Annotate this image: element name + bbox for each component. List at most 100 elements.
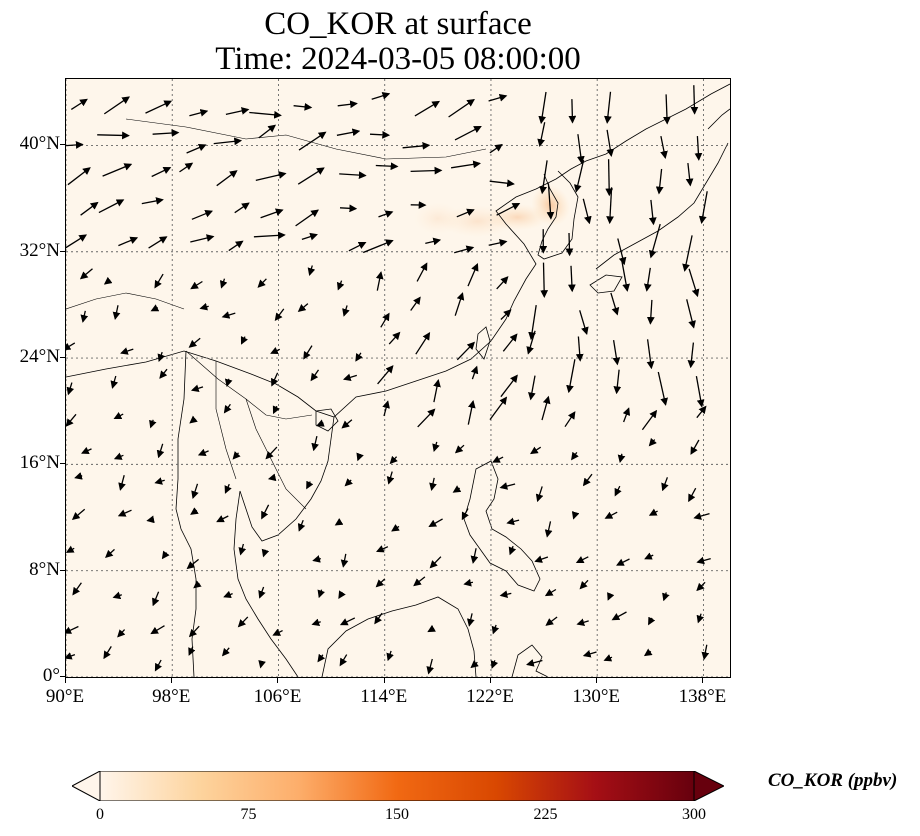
wind-vectors xyxy=(66,85,711,675)
wind-arrow xyxy=(228,240,244,252)
wind-arrow xyxy=(72,582,82,596)
wind-arrow xyxy=(454,245,475,254)
wind-arrow xyxy=(568,99,577,124)
wind-arrow xyxy=(682,235,693,272)
lon-tick-mark xyxy=(702,678,704,683)
co-plume-blob xyxy=(413,202,462,235)
wind-arrow xyxy=(391,523,400,532)
wind-arrow xyxy=(237,616,249,628)
wind-arrow xyxy=(260,208,284,219)
wind-arrow xyxy=(448,98,475,118)
lat-tick-label: 32°N xyxy=(19,239,60,261)
wind-arrow xyxy=(375,162,399,171)
wind-arrow xyxy=(388,331,401,345)
wind-arrow xyxy=(655,168,664,195)
wind-arrow xyxy=(417,408,436,428)
wind-arrow xyxy=(112,305,121,320)
wind-arrow xyxy=(261,504,270,520)
wind-arrow xyxy=(339,171,367,179)
wind-arrow xyxy=(316,419,325,427)
wind-arrow xyxy=(694,136,703,161)
wind-arrow xyxy=(646,339,655,370)
wind-arrow xyxy=(103,276,113,285)
wind-arrow xyxy=(499,482,516,490)
wind-arrow xyxy=(660,135,668,159)
wind-arrow xyxy=(249,110,282,119)
wind-arrow xyxy=(66,141,84,149)
wind-arrow xyxy=(213,137,243,146)
wind-arrow xyxy=(223,403,232,414)
wind-arrow xyxy=(567,265,576,293)
wind-arrow xyxy=(337,100,358,109)
lon-tick-mark xyxy=(596,678,598,683)
wind-arrow xyxy=(103,646,112,660)
colorbar-extend-min xyxy=(72,771,101,801)
wind-arrow xyxy=(339,204,358,213)
wind-arrow xyxy=(258,659,266,669)
wind-arrow xyxy=(454,126,482,141)
lon-tick-label: 130°E xyxy=(572,686,621,707)
wind-arrow xyxy=(526,330,536,355)
wind-arrow xyxy=(576,134,585,165)
wind-arrow xyxy=(146,515,155,524)
map-panel xyxy=(65,78,731,678)
wind-arrow xyxy=(456,208,475,218)
wind-arrow xyxy=(690,439,700,455)
wind-arrow xyxy=(274,308,285,322)
wind-arrow xyxy=(579,310,589,336)
wind-arrow xyxy=(617,453,626,463)
wind-arrow xyxy=(470,660,479,669)
wind-arrow xyxy=(410,166,443,175)
wind-arrow xyxy=(188,646,196,656)
wind-arrow xyxy=(150,304,160,312)
wind-arrow xyxy=(620,258,630,292)
wind-arrow xyxy=(433,379,441,403)
wind-arrow xyxy=(544,521,553,538)
wind-arrow xyxy=(566,359,576,394)
wind-arrow xyxy=(80,310,89,323)
wind-arrow xyxy=(295,209,319,227)
wind-arrow xyxy=(186,143,207,154)
wind-arrow xyxy=(698,191,708,224)
wind-arrow xyxy=(190,507,199,515)
wind-arrow xyxy=(687,342,696,369)
wind-arrow xyxy=(312,555,321,563)
wind-arrow xyxy=(502,333,518,352)
wind-arrow xyxy=(307,265,316,276)
wind-arrow xyxy=(508,545,517,556)
wind-arrow xyxy=(197,448,209,456)
wind-arrow xyxy=(342,373,357,382)
wind-arrow xyxy=(488,93,508,102)
wind-arrow xyxy=(500,374,518,398)
wind-arrow xyxy=(414,100,441,117)
wind-arrow xyxy=(696,405,707,419)
wind-arrow xyxy=(492,455,504,463)
wind-arrow xyxy=(240,336,248,345)
lat-tick-mark xyxy=(60,676,65,677)
wind-arrow xyxy=(616,558,630,566)
wind-arrow xyxy=(456,341,476,361)
wind-arrow xyxy=(544,588,557,597)
wind-arrow xyxy=(117,629,126,638)
wind-arrow xyxy=(416,262,428,282)
wind-arrow xyxy=(71,508,86,521)
wind-arrow xyxy=(662,592,670,602)
wind-arrow xyxy=(66,652,76,660)
wind-arrow xyxy=(606,129,615,157)
wind-arrow xyxy=(221,647,230,657)
wind-arrow xyxy=(224,483,232,494)
wind-arrow xyxy=(410,296,421,311)
wind-arrow xyxy=(613,369,622,395)
lon-tick-mark xyxy=(383,678,385,683)
wind-arrow xyxy=(117,509,132,517)
wind-arrow xyxy=(271,372,279,387)
wind-arrow xyxy=(306,480,314,490)
wind-arrow xyxy=(258,586,266,599)
wind-arrow xyxy=(148,236,168,249)
map-canvas xyxy=(66,79,730,677)
wind-arrow xyxy=(311,618,321,626)
wind-arrow xyxy=(541,395,551,421)
wind-arrow xyxy=(374,612,383,625)
wind-arrow xyxy=(219,278,228,289)
colorbar-tick-label: 225 xyxy=(533,806,558,823)
